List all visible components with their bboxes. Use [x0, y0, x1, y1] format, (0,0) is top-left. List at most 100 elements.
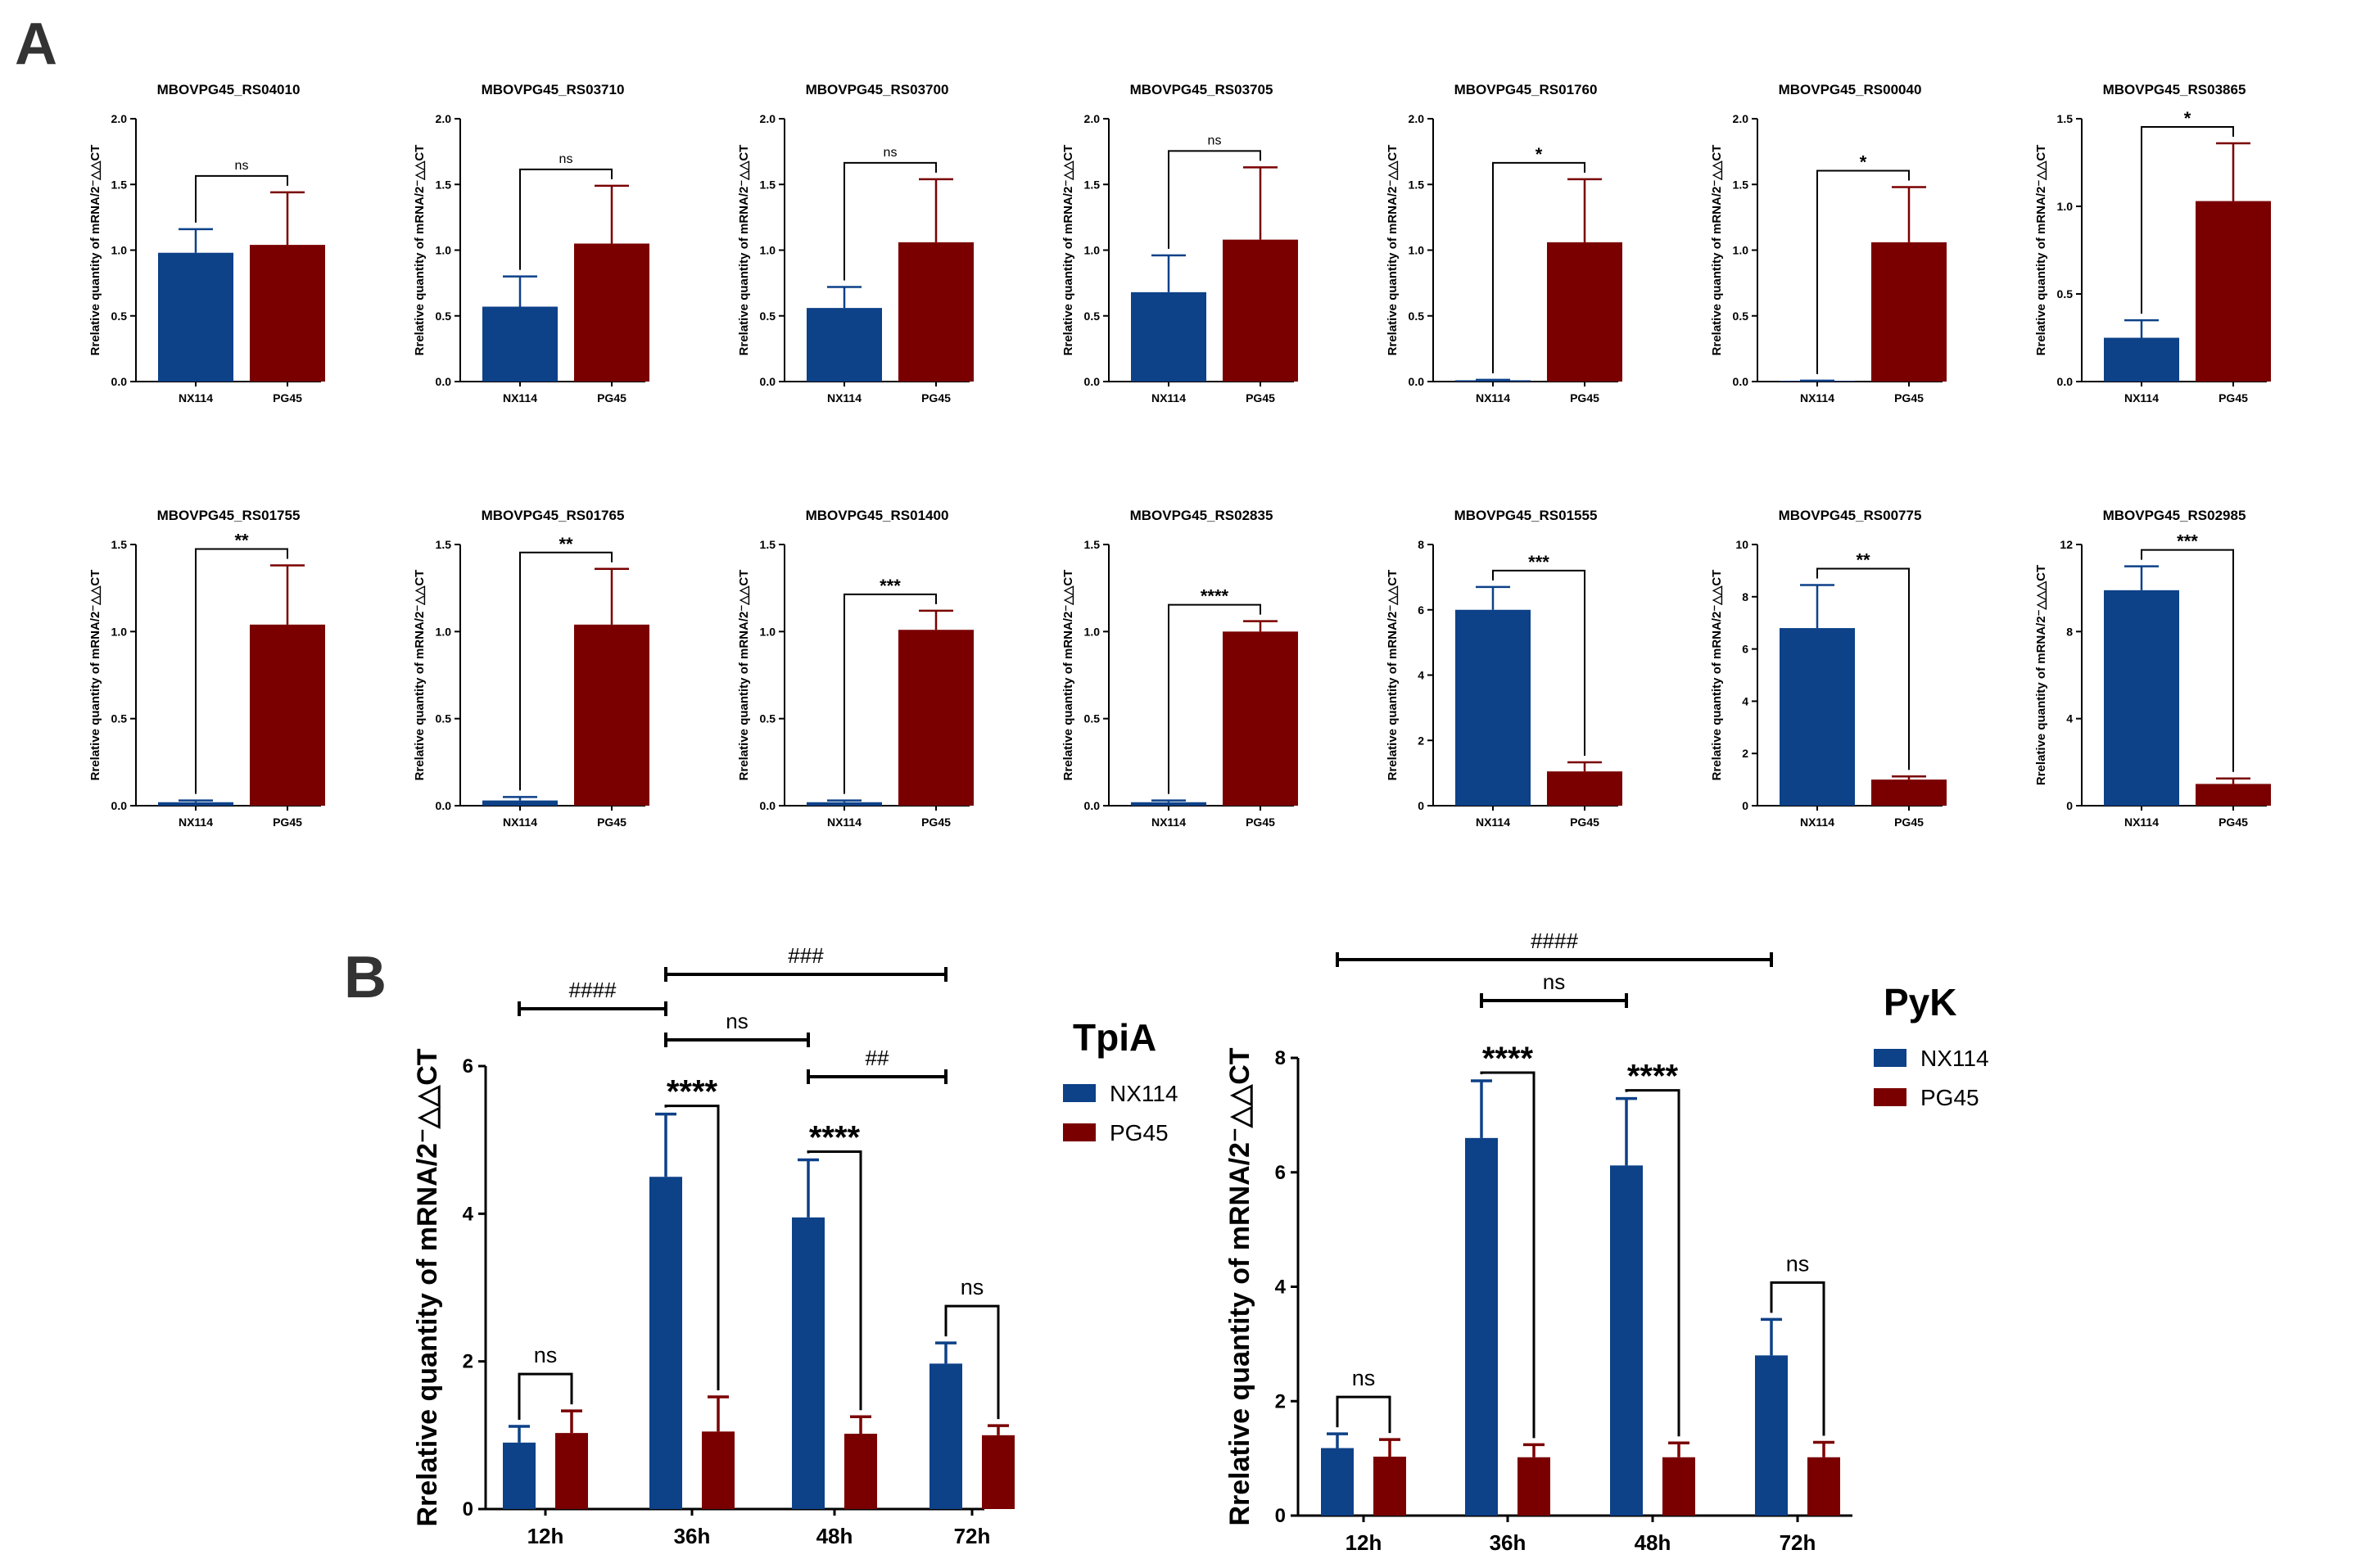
- x-tick-label: NX114: [1151, 391, 1186, 404]
- time-comparison-label: ####: [569, 978, 617, 1002]
- y-tick-label: 2: [1742, 747, 1748, 760]
- x-tick-label: 36h: [674, 1524, 711, 1548]
- significance-bracket: [519, 168, 613, 270]
- x-tick-label: PG45: [2219, 391, 2248, 404]
- significance-label: ns: [1208, 133, 1222, 147]
- bar-nx114-72h: [929, 1363, 962, 1509]
- x-tick-label: 12h: [1346, 1530, 1382, 1555]
- y-tick-label: 0: [1742, 799, 1748, 812]
- y-axis-label: Rrelative quantity of mRNA/2⁻△△CT: [1061, 570, 1075, 781]
- pair-bracket: [944, 1304, 1000, 1420]
- y-tick-label: 1.0: [2057, 200, 2074, 213]
- x-tick-label: NX114: [1800, 391, 1834, 404]
- pair-bracket: [664, 1105, 720, 1390]
- y-tick-label: 0.0: [1084, 375, 1101, 388]
- y-tick-label: 0.5: [1084, 712, 1101, 725]
- chart-3: MBOVPG45_RS03700 0.0 0.5 1.0 1.5 2.0 Rrelative…: [737, 82, 974, 404]
- y-axis-label: Rrelative quantity of mRNA/2⁻△△CT: [413, 570, 427, 781]
- chart-title: MBOVPG45_RS01400: [806, 508, 949, 523]
- y-tick-label: 2.0: [760, 112, 776, 125]
- time-comparison-label: ns: [726, 1009, 748, 1033]
- x-tick-label: NX114: [2124, 816, 2159, 829]
- y-tick-label: 4: [1275, 1277, 1287, 1299]
- pair-significance-label: ns: [534, 1343, 558, 1367]
- y-tick-label: 0.5: [2057, 287, 2074, 300]
- x-tick-label: NX114: [179, 391, 213, 404]
- x-tick-label: PG45: [921, 816, 951, 829]
- y-tick-label: 2: [1418, 734, 1424, 747]
- bar-nx114: [158, 252, 233, 382]
- significance-bracket: [519, 551, 613, 791]
- pair-bracket: [1625, 1089, 1680, 1437]
- x-tick-label: PG45: [273, 816, 302, 829]
- y-tick-label: 0: [1275, 1505, 1286, 1527]
- pair-significance-label: ****: [667, 1074, 718, 1110]
- significance-label: **: [1856, 549, 1870, 570]
- x-tick-label: NX114: [1476, 391, 1510, 404]
- chart-title: MBOVPG45_RS01755: [157, 508, 301, 523]
- bar-pg45-72h: [1807, 1457, 1840, 1516]
- bar-pg45: [898, 630, 974, 806]
- y-tick-label: 0.5: [111, 310, 128, 323]
- y-tick-label: 1.5: [760, 178, 776, 191]
- chart-title: MBOVPG45_RS01760: [1454, 82, 1598, 97]
- significance-label: **: [559, 534, 573, 554]
- y-tick-label: 1.0: [111, 244, 128, 257]
- significance-bracket: [1492, 161, 1585, 373]
- bar-nx114: [482, 306, 558, 382]
- y-tick-label: 1.5: [1084, 178, 1101, 191]
- x-tick-label: 36h: [1490, 1530, 1527, 1555]
- chart-5: MBOVPG45_RS01760 0.0 0.5 1.0 1.5 2.0 Rrelative…: [1386, 82, 1622, 404]
- x-tick-label: 72h: [954, 1524, 991, 1548]
- x-tick-label: NX114: [503, 391, 537, 404]
- x-tick-label: NX114: [827, 816, 862, 829]
- legend-swatch-pg45: [1063, 1123, 1096, 1141]
- y-tick-label: 1.5: [1733, 178, 1749, 191]
- chart-2: MBOVPG45_RS03710 0.0 0.5 1.0 1.5 2.0 Rrelative…: [413, 82, 649, 404]
- significance-label: ns: [235, 159, 249, 173]
- y-tick-label: 1.5: [111, 538, 128, 551]
- bar-pg45-48h: [844, 1434, 877, 1509]
- x-tick-label: PG45: [1570, 391, 1599, 404]
- bar-nx114: [807, 308, 882, 382]
- pair-significance-label: ns: [961, 1275, 984, 1299]
- y-tick-label: 1.0: [436, 244, 452, 257]
- y-tick-label: 1.0: [1084, 625, 1101, 638]
- bar-pg45: [2196, 201, 2271, 382]
- bar-pg45: [1547, 771, 1622, 806]
- y-tick-label: 8: [1275, 1047, 1286, 1069]
- x-tick-label: PG45: [1894, 816, 1924, 829]
- x-tick-label: 48h: [1635, 1530, 1671, 1555]
- y-tick-label: 1.5: [1084, 538, 1101, 551]
- x-tick-label: NX114: [503, 816, 537, 829]
- chart-8: MBOVPG45_RS01755 0.0 0.5 1.0 1.5 Rrelative qu…: [88, 508, 325, 829]
- bar-pg45: [898, 242, 974, 382]
- y-tick-label: 0.0: [436, 799, 452, 812]
- y-tick-label: 6: [1418, 603, 1424, 617]
- y-axis-label: Rrelative quantity of mRNA/2⁻△△△CT: [2034, 565, 2048, 785]
- chart-4: MBOVPG45_RS03705 0.0 0.5 1.0 1.5 2.0 Rrelative…: [1061, 82, 1298, 404]
- x-tick-label: PG45: [597, 391, 626, 404]
- y-axis-label: Rrelative quantity of mRNA/2⁻△△CT: [1386, 145, 1400, 356]
- bar-nx114-36h: [1465, 1137, 1498, 1516]
- bar-nx114: [2104, 337, 2179, 382]
- y-tick-label: 2.0: [1409, 112, 1425, 125]
- time-comparison-label: ##: [866, 1046, 889, 1070]
- bar-pg45: [574, 243, 649, 382]
- y-tick-label: 0.0: [111, 375, 128, 388]
- y-tick-label: 0.5: [1733, 310, 1749, 323]
- y-tick-label: 0: [2066, 799, 2073, 812]
- chart-title: MBOVPG45_RS02985: [2103, 508, 2246, 523]
- y-tick-label: 2.0: [111, 112, 128, 125]
- chart-title: MBOVPG45_RS01765: [482, 508, 625, 523]
- y-axis-label: Rrelative quantity of mRNA/2⁻△△CT: [1710, 145, 1724, 356]
- x-tick-label: PG45: [2219, 816, 2248, 829]
- chart-1: MBOVPG45_RS04010 0.0 0.5 1.0 1.5 2.0 Rrelative…: [88, 82, 325, 404]
- bar-pg45-12h: [1373, 1457, 1406, 1516]
- bar-nx114: [2104, 590, 2179, 806]
- x-tick-label: PG45: [1570, 816, 1599, 829]
- bar-nx114: [1455, 380, 1531, 382]
- y-tick-label: 2: [1275, 1390, 1286, 1412]
- significance-bracket: [1492, 569, 1585, 756]
